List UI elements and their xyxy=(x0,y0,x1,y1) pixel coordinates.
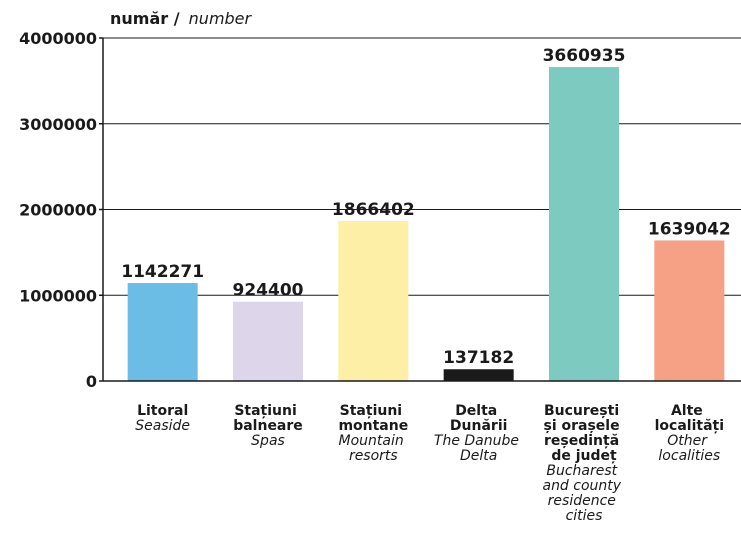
label-line: and county xyxy=(542,478,625,494)
label-line: București xyxy=(544,403,624,419)
bar xyxy=(443,369,514,381)
x-tick-label: Stațiuni balneare xyxy=(233,403,303,434)
x-tick-label: București și orașele reședință de județ xyxy=(544,403,625,464)
x-tick-translation: The Danube Delta xyxy=(434,433,524,464)
label-line: cities xyxy=(566,508,603,524)
bar xyxy=(549,67,619,381)
label-line: The Danube xyxy=(434,433,524,449)
label-line: de județ xyxy=(551,448,617,464)
value-label: 1639042 xyxy=(648,219,731,239)
x-tick-label: Alte localități xyxy=(655,403,724,434)
value-label: 924400 xyxy=(233,281,304,301)
label-line: balneare xyxy=(233,418,303,434)
label-line: residence xyxy=(548,493,621,509)
x-tick-label: Delta Dunării xyxy=(450,403,508,434)
y-label-en: number xyxy=(189,9,253,28)
label-line: Delta xyxy=(460,448,497,464)
y-tick-label: 4000000 xyxy=(19,29,97,48)
label-line: localities xyxy=(658,448,720,464)
x-tick-label: Litoral xyxy=(137,403,188,419)
x-tick-translation: Spas xyxy=(251,433,285,449)
x-tick-translation: Mountain resorts xyxy=(338,433,408,464)
value-label: 3660935 xyxy=(543,46,626,66)
y-tick-label: 3000000 xyxy=(19,115,97,134)
value-label: 137182 xyxy=(443,348,514,368)
bar xyxy=(233,301,303,381)
y-tick-label: 2000000 xyxy=(19,201,97,220)
label-line: și orașele xyxy=(544,418,625,434)
x-tick-translation: Bucharest and county residence cities xyxy=(542,463,625,524)
bar xyxy=(654,240,725,381)
label-line: Litoral xyxy=(137,403,188,419)
x-tick-translation: Other localities xyxy=(658,433,720,464)
label-line: reședință xyxy=(544,433,624,449)
label-line: Spas xyxy=(251,433,285,449)
label-line: Stațiuni xyxy=(340,403,407,419)
label-line: Dunării xyxy=(450,418,508,434)
label-line: Mountain xyxy=(338,433,408,449)
label-line: Bucharest xyxy=(546,463,621,479)
y-tick-label: 0 xyxy=(86,372,97,391)
value-label: 1866402 xyxy=(332,200,415,220)
x-tick-translation: Seaside xyxy=(135,418,190,434)
y-label-ro: număr / xyxy=(110,9,180,28)
label-line: Delta xyxy=(455,403,502,419)
label-line: Stațiuni xyxy=(234,403,301,419)
label-line: Alte xyxy=(671,403,708,419)
label-line: montane xyxy=(338,418,408,434)
label-line: Seaside xyxy=(135,418,190,434)
value-label: 1142271 xyxy=(121,262,204,282)
y-axis-label: număr / number xyxy=(110,9,253,28)
x-tick-label: Stațiuni montane xyxy=(338,403,408,434)
label-line: localități xyxy=(655,418,724,434)
bar xyxy=(127,283,198,381)
label-line: Other xyxy=(667,433,711,449)
label-line: resorts xyxy=(349,448,398,464)
y-tick-label: 1000000 xyxy=(19,286,97,305)
bar xyxy=(338,220,409,381)
